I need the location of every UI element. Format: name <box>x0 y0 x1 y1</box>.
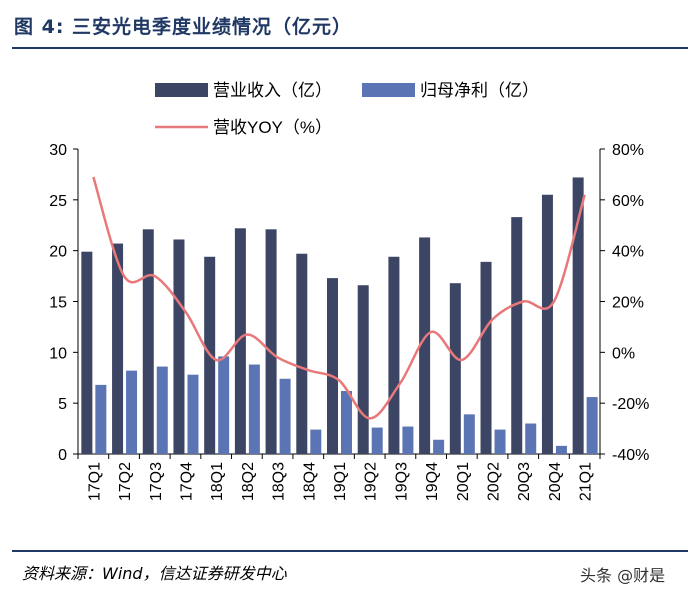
bar-revenue <box>357 285 369 454</box>
bar-profit <box>218 356 230 454</box>
bar-revenue <box>112 243 124 454</box>
x-tick-label: 20Q2 <box>486 462 503 501</box>
bar-revenue <box>388 256 400 454</box>
legend-label-profit: 归母净利（亿） <box>420 81 539 100</box>
line-yoy <box>92 176 586 420</box>
bar-profit <box>402 426 414 454</box>
y-left-tick-label: 15 <box>49 295 67 312</box>
y-left-tick-label: 20 <box>49 244 67 261</box>
bar-revenue <box>81 251 93 454</box>
bar-profit <box>463 414 475 454</box>
bar-profit <box>156 366 168 454</box>
y-right-tick-label: 20% <box>612 295 644 312</box>
bar-profit <box>95 384 107 454</box>
x-tick-label: 19Q2 <box>363 462 380 501</box>
bar-profit <box>126 370 138 454</box>
bar-revenue <box>173 239 185 454</box>
legend-swatch-profit <box>362 83 415 97</box>
bar-profit <box>279 378 291 454</box>
bar-profit <box>341 390 352 454</box>
bar-revenue <box>572 177 584 454</box>
x-tick-label: 18Q2 <box>240 462 257 501</box>
x-tick-label: 17Q4 <box>178 462 195 501</box>
x-tick-label: 18Q3 <box>271 462 288 501</box>
bar-revenue <box>511 217 523 454</box>
bar-profit <box>371 427 383 454</box>
x-tick-label: 17Q2 <box>117 462 134 501</box>
y-left-tick-label: 25 <box>49 193 67 210</box>
bar-revenue <box>265 229 277 454</box>
x-tick-label: 19Q4 <box>424 462 441 501</box>
y-left-tick-label: 30 <box>49 142 67 159</box>
x-tick-label: 21Q1 <box>578 462 595 501</box>
y-right-tick-label: -40% <box>612 447 649 464</box>
y-right-tick-label: 60% <box>612 193 644 210</box>
bar-profit <box>433 439 445 454</box>
footer-divider <box>12 550 688 552</box>
legend-label-yoy: 营收YOY（%） <box>213 118 332 137</box>
bar-profit <box>555 445 567 454</box>
x-tick-label: 20Q4 <box>547 462 564 501</box>
title-divider <box>12 47 688 49</box>
y-left-tick-label: 0 <box>58 447 67 464</box>
bar-profit <box>187 374 199 454</box>
chart: 营业收入（亿） 归母净利（亿） 营收YOY（%） 0 5 10 15 20 25 30 -40% -2… <box>49 81 649 501</box>
bar-revenue <box>541 194 553 454</box>
y-left-tick-label: 5 <box>58 396 67 413</box>
bar-profit <box>310 429 322 454</box>
x-tick-label: 19Q3 <box>393 462 410 501</box>
bar-revenue <box>296 253 308 454</box>
x-tick-label: 20Q1 <box>455 462 472 501</box>
bar-profit <box>248 364 260 454</box>
source-note: 资料来源：Wind，信达证券研发中心 <box>22 564 287 583</box>
x-tick-label: 17Q3 <box>148 462 165 501</box>
bar-revenue <box>480 261 492 454</box>
x-tick-label: 18Q1 <box>209 462 226 501</box>
bar-profit <box>494 429 506 454</box>
y-right-tick-label: 40% <box>612 244 644 261</box>
y-right-tick-label: 80% <box>612 142 644 159</box>
bar-profit <box>525 423 537 454</box>
legend-label-revenue: 营业收入（亿） <box>213 81 332 100</box>
chart-title: 图 4: 三安光电季度业绩情况（亿元） <box>14 16 353 38</box>
bar-revenue <box>327 278 338 454</box>
watermark: 头条 @财是 <box>580 566 666 585</box>
legend-swatch-revenue <box>155 83 208 97</box>
bar-revenue <box>419 237 431 454</box>
x-tick-label: 19Q1 <box>332 462 349 501</box>
y-left-tick-label: 10 <box>49 345 67 362</box>
bar-revenue <box>234 228 246 454</box>
x-tick-label: 18Q4 <box>301 462 318 501</box>
y-right-tick-label: 0% <box>612 345 635 362</box>
y-right-tick-label: -20% <box>612 396 649 413</box>
bar-revenue <box>142 229 154 454</box>
bar-revenue <box>449 283 461 454</box>
x-tick-label: 17Q1 <box>86 462 103 501</box>
bar-profit <box>586 397 598 454</box>
x-tick-label: 20Q3 <box>516 462 533 501</box>
